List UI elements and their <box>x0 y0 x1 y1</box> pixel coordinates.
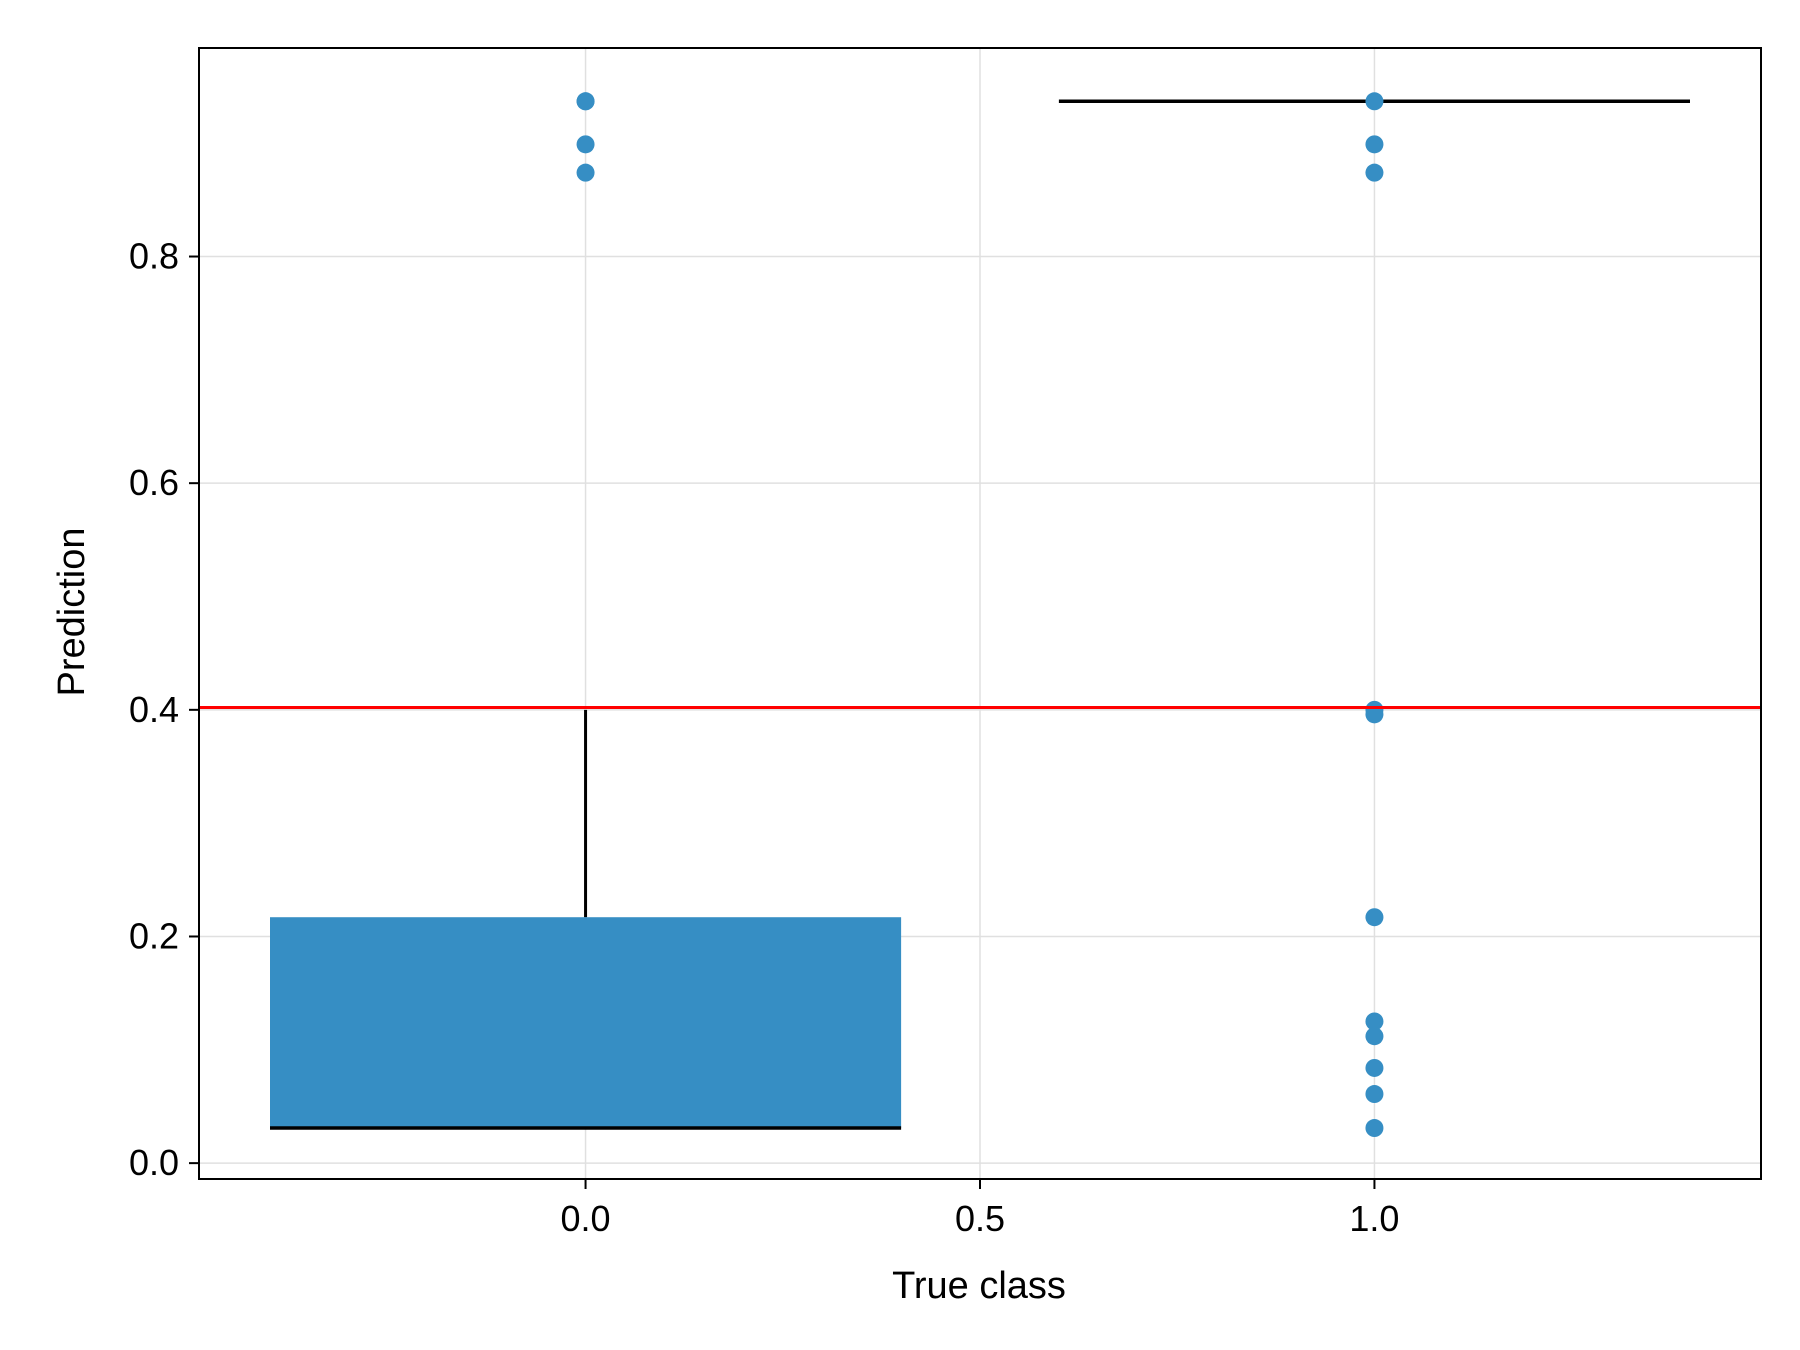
y-tick-label: 0.8 <box>129 236 179 277</box>
box-0-outlier-point <box>576 135 595 154</box>
box-0-outlier-point <box>576 92 595 111</box>
y-tick-label: 0.0 <box>129 1142 179 1183</box>
y-tick-label: 0.4 <box>129 689 179 730</box>
outlier-points <box>576 92 1384 1138</box>
box-1-outlier-point <box>1365 1012 1384 1031</box>
box-0-body <box>270 917 902 1129</box>
y-tick-label: 0.2 <box>129 915 179 956</box>
y-axis-title: Prediction <box>51 528 93 697</box>
box-1-outlier-point <box>1365 1027 1384 1046</box>
axis-ticks: 0.0 0.5 1.0 0.0 0.2 0.4 0.6 0.8 <box>129 236 1400 1239</box>
box-1-outlier-point <box>1365 135 1384 154</box>
box-1-outlier-point <box>1365 908 1384 927</box>
x-tick-label: 0.0 <box>561 1198 611 1239</box>
x-tick-label: 0.5 <box>955 1198 1005 1239</box>
box-1-outlier-point <box>1365 1119 1384 1138</box>
box-1-outlier-point <box>1365 1085 1384 1104</box>
box-1-outlier-point <box>1365 1058 1384 1077</box>
box-0-outlier-point <box>576 163 595 182</box>
box-1-outlier-point <box>1365 163 1384 182</box>
y-tick-label: 0.6 <box>129 462 179 503</box>
box-1-outlier-point <box>1365 705 1384 724</box>
box-1-outlier-point <box>1365 92 1384 111</box>
x-axis-title: True class <box>892 1265 1066 1307</box>
x-tick-label: 1.0 <box>1349 1198 1399 1239</box>
